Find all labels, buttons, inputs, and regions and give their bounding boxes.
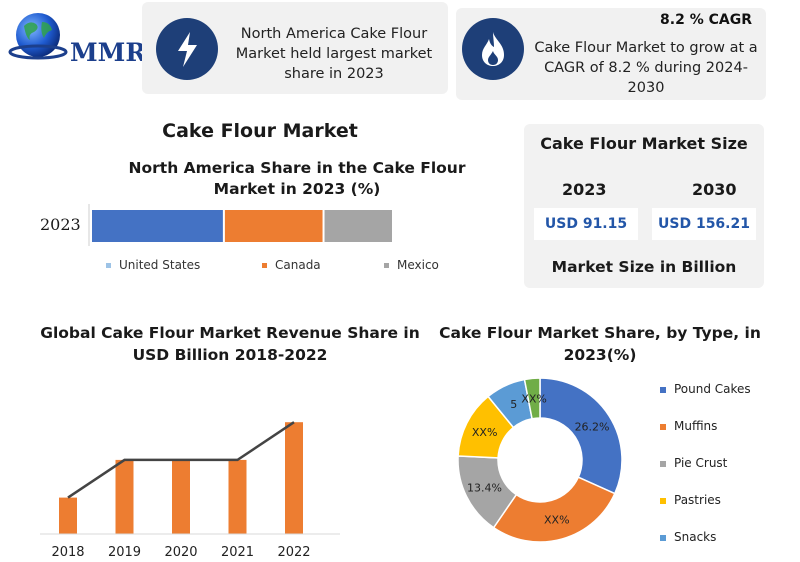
donut-legend-swatch (660, 534, 666, 541)
revenue-chart-title: Global Cake Flour Market Revenue Share i… (40, 324, 420, 364)
donut-slice-other (523, 377, 541, 420)
bar-segment-mexico (324, 210, 392, 242)
type-share-donut-chart: 26.2% XX% 13.4% XX% 5 XX% (457, 377, 623, 543)
revenue-bar-2018 (59, 497, 77, 534)
legend-item-mexico: Mexico (384, 258, 439, 272)
legend-swatch-canada (262, 263, 267, 268)
donut-slice-muffins (492, 476, 616, 543)
globe-icon (8, 13, 68, 60)
bar-category-label: 2023 (40, 215, 81, 234)
legend-item-canada: Canada (262, 258, 321, 272)
stacked-bar-chart (88, 204, 392, 246)
flame-badge (462, 18, 524, 80)
revenue-bar-chart: 2018 2019 2020 2021 2022 (40, 421, 340, 560)
info-card-region: North America Cake Flour Market held lar… (142, 2, 448, 94)
donut-label-muffins: XX% (544, 514, 570, 527)
market-size-card: Cake Flour Market Size 2023 2030 USD 91.… (524, 124, 764, 288)
market-size-value-2023: USD 91.15 (534, 208, 638, 240)
donut-legend-swatch (660, 423, 666, 430)
donut-legend-label: Pastries (674, 493, 721, 507)
legend-swatch-us (106, 263, 111, 268)
lightning-icon (178, 32, 197, 67)
legend-item-us: United States (106, 258, 200, 272)
donut-legend-item-pie-crust: Pie Crust (660, 456, 727, 470)
market-size-year-2023: 2023 (562, 180, 607, 199)
revenue-bar-2021 (228, 459, 247, 534)
revenue-tick-2022: 2022 (277, 545, 310, 560)
bar-segment-united-states (92, 210, 223, 242)
bar-segment-canada (224, 210, 323, 242)
market-size-title: Cake Flour Market Size (540, 134, 748, 153)
legend-label-canada: Canada (275, 258, 321, 272)
donut-legend-item-muffins: Muffins (660, 419, 717, 433)
chart-subtitle: North America Share in the Cake Flour Ma… (128, 159, 466, 198)
donut-label-other: XX% (521, 392, 547, 405)
donut-legend-item-pastries: Pastries (660, 493, 721, 507)
legend-swatch-mexico (384, 263, 389, 268)
market-size-footer: Market Size in Billion (551, 258, 737, 276)
donut-legend-label: Snacks (674, 530, 717, 544)
donut-legend-item-snacks: Snacks (660, 530, 716, 544)
revenue-tick-2018: 2018 (51, 545, 84, 560)
revenue-tick-2019: 2019 (108, 545, 141, 560)
region-share-text: North America Cake Flour Market held lar… (235, 26, 433, 82)
market-size-year-2030: 2030 (692, 180, 737, 199)
cagr-text: Cake Flour Market to grow at a CAGR of 8… (534, 40, 758, 96)
revenue-tick-2021: 2021 (221, 545, 254, 560)
donut-legend-label: Pound Cakes (674, 382, 751, 396)
chart-main-title: Cake Flour Market (162, 120, 358, 142)
donut-legend-label: Muffins (674, 419, 718, 433)
donut-label-snacks: 5 (510, 398, 517, 411)
donut-legend-item-pound-cakes: Pound Cakes (660, 382, 751, 396)
cagr-badge: 8.2 % CAGR (660, 12, 752, 28)
donut-legend-swatch (660, 386, 666, 393)
revenue-bar-2022 (285, 422, 303, 534)
donut-legend-swatch (660, 460, 666, 467)
donut-slice-pound-cakes (539, 377, 623, 495)
lightning-badge (156, 18, 218, 80)
logo-text: MMR (70, 38, 147, 67)
revenue-trend-line (67, 421, 295, 499)
info-card-cagr: 8.2 % CAGR Cake Flour Market to grow at … (456, 8, 766, 100)
donut-label-pastries: XX% (472, 426, 498, 439)
donut-label-pie-crust: 13.4% (467, 482, 502, 495)
revenue-bar-2019 (115, 459, 134, 534)
revenue-tick-2020: 2020 (164, 545, 197, 560)
flame-icon (482, 32, 504, 66)
donut-label-pound-cakes: 26.2% (575, 420, 610, 433)
type-share-title: Cake Flour Market Share, by Type, in 202… (439, 324, 761, 364)
legend-label-mexico: Mexico (397, 258, 439, 272)
revenue-bar-2020 (172, 459, 190, 534)
market-size-value-2030: USD 156.21 (652, 208, 756, 240)
donut-legend-swatch (660, 497, 666, 504)
donut-legend-label: Pie Crust (674, 456, 728, 470)
mmr-logo: MMR (8, 8, 146, 70)
legend-label-us: United States (119, 258, 201, 272)
